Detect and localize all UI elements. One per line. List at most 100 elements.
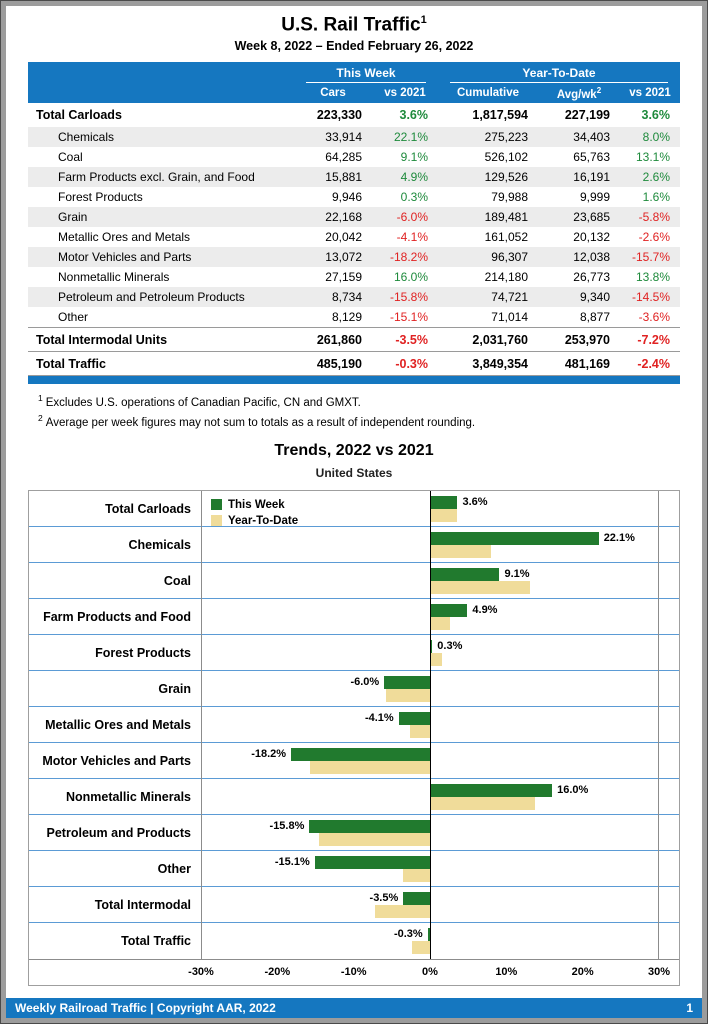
chart-category-label: Other	[157, 861, 191, 876]
cumulative-value: 3,849,354	[472, 356, 528, 371]
footnote-2-ref: 2	[38, 413, 43, 424]
row-label: Farm Products excl. Grain, and Food	[58, 170, 255, 185]
row-label: Metallic Ores and Metals	[58, 230, 191, 245]
chart-category-row: Coal 9.1%	[29, 563, 679, 599]
avg-week-value: 9,340	[579, 290, 610, 305]
legend-entry-year-to-date: Year-To-Date	[211, 513, 298, 529]
this-week-bar	[291, 747, 430, 761]
avg-week-value: 20,132	[573, 230, 610, 245]
cumulative-value: 1,817,594	[472, 108, 528, 123]
row-label: Other	[58, 310, 89, 325]
chart-category-row: Total Carloads 3.6%	[29, 491, 679, 527]
this-week-bar	[430, 603, 468, 617]
year-to-date-bar	[375, 904, 430, 918]
vs-2021-week-value: 22.1%	[393, 130, 428, 145]
vs-2021-ytd-value: 1.6%	[642, 190, 670, 205]
chart-category-label: Forest Products	[95, 645, 191, 660]
vs-2021-week-value: -15.8%	[389, 290, 428, 305]
this-week-bar	[398, 711, 430, 725]
chart-category-label: Farm Products and Food	[43, 609, 191, 624]
this-week-bar	[430, 531, 599, 545]
year-to-date-bar	[402, 868, 430, 882]
vs-2021-ytd-value: -14.5%	[631, 290, 670, 305]
table-row: Total Traffic 485,190 -0.3% 3,849,354 481,16…	[28, 351, 680, 375]
table-row: Other 8,129 -15.1% 71,014 8,877 -3.6%	[28, 307, 680, 327]
avg-week-value: 26,773	[573, 270, 610, 285]
year-to-date-bar	[430, 580, 530, 594]
page-title: U.S. Rail Traffic1	[6, 14, 702, 36]
col-header-avg-wk: Avg/wk2	[538, 86, 620, 101]
avg-week-value: 16,191	[573, 170, 610, 185]
chart-category-label: Chemicals	[128, 537, 191, 552]
vs-2021-week-value: -4.1%	[396, 230, 428, 245]
chart-category-row: Chemicals 22.1%	[29, 527, 679, 563]
report-page: U.S. Rail Traffic1 Week 8, 2022 – Ended …	[6, 6, 702, 1018]
bar-value-label: 9.1%	[504, 567, 530, 580]
page-subtitle: Week 8, 2022 – Ended February 26, 2022	[234, 39, 474, 54]
year-to-date-bar	[430, 796, 536, 810]
year-to-date-bar	[385, 688, 430, 702]
chart-title: Trends, 2022 vs 2021	[274, 441, 434, 459]
group-header-year-to-date: Year-To-Date	[438, 66, 680, 84]
this-week-bar	[384, 675, 430, 689]
chart-category-row: Farm Products and Food 4.9%	[29, 599, 679, 635]
row-label: Motor Vehicles and Parts	[58, 250, 192, 265]
cumulative-value: 71,014	[491, 310, 528, 325]
cars-value: 261,860	[316, 332, 362, 347]
title-footnote-ref: 1	[420, 14, 427, 26]
vs-2021-ytd-value: 3.6%	[641, 108, 671, 123]
bar-value-label: 0.3%	[437, 639, 463, 652]
row-label: Nonmetallic Minerals	[58, 270, 170, 285]
bar-value-label: 22.1%	[603, 531, 635, 544]
cars-value: 22,168	[325, 210, 362, 225]
legend-ytd-label: Year-To-Date	[228, 514, 299, 527]
x-axis-tick-label: -30%	[188, 965, 214, 978]
table-row: Petroleum and Petroleum Products 8,734 -15…	[28, 287, 680, 308]
cars-value: 9,946	[331, 190, 362, 205]
bar-value-label: 4.9%	[472, 603, 498, 616]
year-to-date-bar	[310, 760, 430, 774]
cumulative-value: 79,988	[491, 190, 528, 205]
cars-value: 8,734	[331, 290, 362, 305]
legend-entry-this-week: This Week	[211, 497, 298, 513]
avg-week-value: 34,403	[573, 130, 610, 145]
cumulative-value: 275,223	[484, 130, 528, 145]
x-axis-tick-label: 20%	[571, 965, 594, 978]
row-label: Coal	[58, 150, 83, 165]
trends-bar-chart: Total Carloads 3.6% Chemicals 22.1% Coal 9.1%…	[28, 489, 680, 986]
avg-week-value: 481,169	[564, 356, 610, 371]
vs-2021-week-value: -18.2%	[389, 250, 428, 265]
vs-2021-week-value: -3.5%	[395, 332, 428, 347]
vs-2021-ytd-value: -2.6%	[638, 230, 670, 245]
avg-week-value: 23,685	[573, 210, 610, 225]
vs-2021-week-value: 3.6%	[399, 108, 429, 123]
table-row: Coal 64,285 9.1% 526,102 65,763 13.1%	[28, 147, 680, 167]
chart-category-row: Total Intermodal -3.5%	[29, 887, 679, 923]
legend-this-week-label: This Week	[228, 498, 285, 511]
chart-rows: Total Carloads 3.6% Chemicals 22.1% Coal 9.1%…	[29, 491, 679, 959]
cumulative-value: 2,031,760	[472, 332, 528, 347]
x-axis-tick-label: 10%	[495, 965, 518, 978]
avg-week-value: 65,763	[573, 150, 610, 165]
chart-category-row: Metallic Ores and Metals -4.1%	[29, 707, 679, 743]
table-row: Grain 22,168 -6.0% 189,481 23,685 -5.8%	[28, 207, 680, 228]
row-label: Total Intermodal Units	[36, 332, 168, 347]
avg-week-value: 9,999	[579, 190, 610, 205]
bar-value-label: -3.5%	[369, 891, 399, 904]
this-week-bar	[430, 639, 433, 653]
year-to-date-bar	[319, 832, 430, 846]
this-week-bar	[403, 891, 430, 905]
avg-week-value: 253,970	[564, 332, 610, 347]
this-week-bar	[314, 855, 430, 869]
cumulative-value: 96,307	[491, 250, 528, 265]
chart-category-row: Grain -6.0%	[29, 671, 679, 707]
cumulative-value: 526,102	[484, 150, 528, 165]
x-axis: -30% -20% -10% 0% 10% 20% 30%	[29, 958, 679, 986]
table-group-header-row: This Week Year-To-Date	[28, 62, 680, 84]
vs-2021-ytd-value: 2.6%	[642, 170, 670, 185]
bar-value-label: -18.2%	[251, 747, 287, 760]
table-row: Farm Products excl. Grain, and Food 15,88…	[28, 167, 680, 188]
footer-bar: Weekly Railroad Traffic | Copyright AAR,…	[6, 998, 702, 1018]
vs-2021-week-value: -15.1%	[389, 310, 428, 325]
bar-value-label: 16.0%	[557, 783, 589, 796]
